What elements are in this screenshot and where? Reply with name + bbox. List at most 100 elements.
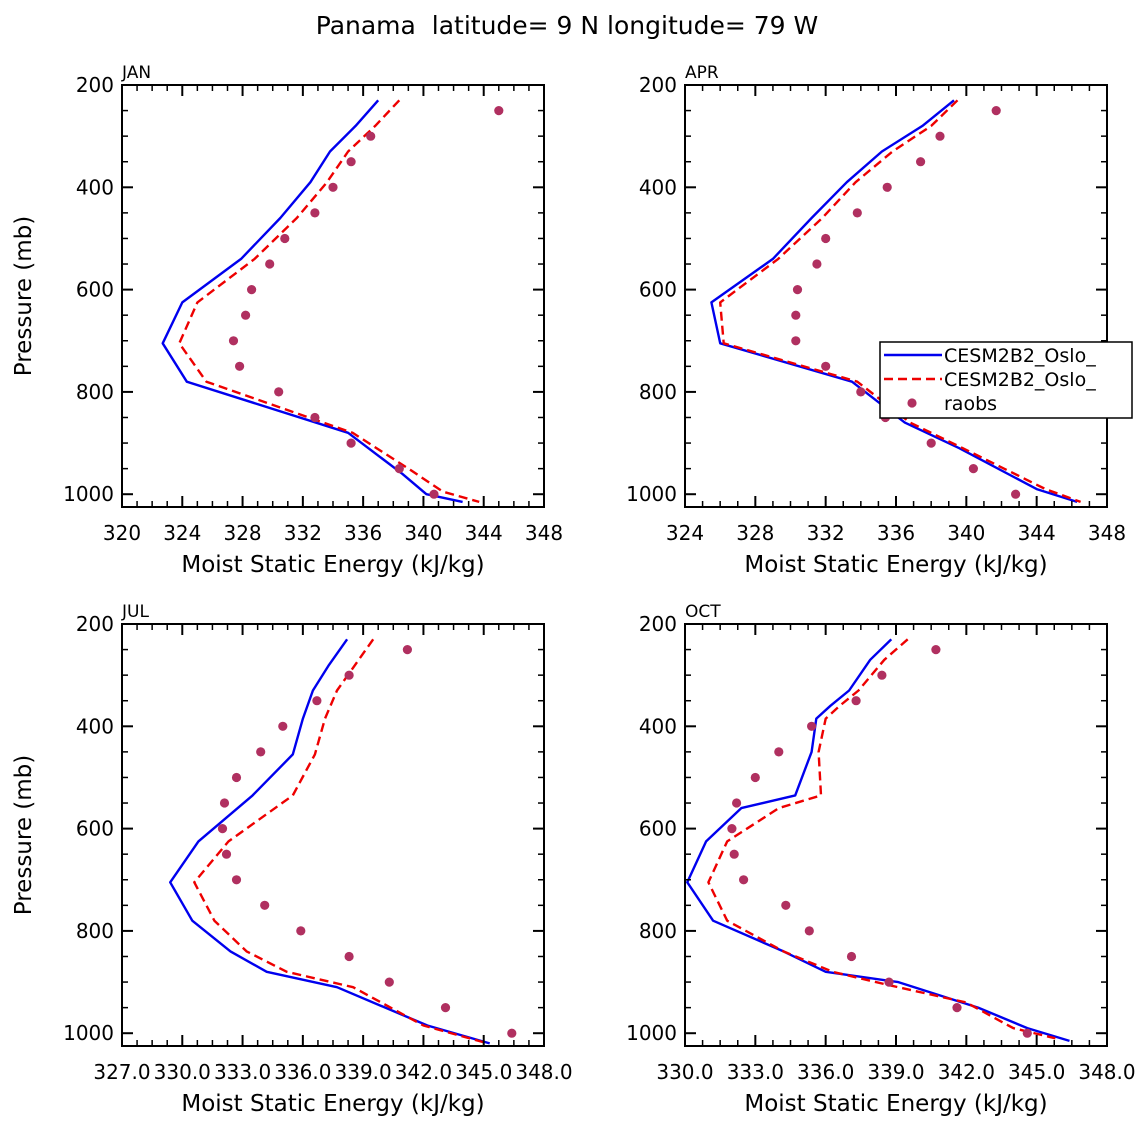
panel-label: APR: [685, 63, 719, 83]
x-tick-label: 320: [103, 521, 141, 545]
raobs-point: [991, 106, 1001, 116]
raobs-point: [727, 824, 737, 834]
y-tick-label: 1000: [626, 482, 677, 506]
raobs-point: [310, 208, 320, 218]
x-tick-label: 336: [344, 521, 382, 545]
x-tick-label: 333.0: [727, 1060, 784, 1084]
raobs-point: [344, 951, 354, 962]
x-tick-label: 330.0: [154, 1060, 211, 1084]
series-line-dashed: [707, 638, 1056, 1040]
legend-label: raobs: [944, 393, 997, 415]
x-tick-label: 336.0: [274, 1060, 331, 1084]
x-tick-label: 332: [284, 521, 322, 545]
series-line-solid: [710, 99, 1078, 504]
x-tick-label: 344: [1018, 521, 1056, 545]
raobs-point: [274, 387, 284, 397]
panel-apr: APR 324 328 332 336 340 344 348 200 400 600 800 1000…: [626, 63, 1133, 578]
raobs-point: [851, 696, 861, 706]
x-tick-label: 348: [1088, 521, 1126, 545]
y-tick-label: 1000: [626, 1021, 677, 1045]
raobs-point: [884, 977, 894, 987]
raobs-point: [1011, 489, 1021, 499]
y-tick-label: 400: [76, 714, 114, 738]
raobs-point: [344, 670, 354, 680]
legend-label: CESM2B2_Oslo_: [944, 369, 1096, 391]
raobs-point: [968, 464, 979, 474]
legend: CESM2B2_Oslo_CESM2B2_Oslo_raobs: [879, 341, 1133, 419]
y-tick-label: 200: [639, 612, 677, 636]
x-tick-label: 340: [404, 521, 442, 545]
raobs-point: [219, 798, 230, 808]
legend-marker: [907, 398, 917, 408]
x-tick-label: 336: [877, 521, 915, 545]
panel-label: JUL: [121, 602, 149, 622]
x-tick-label: 328: [223, 521, 261, 545]
raobs-point: [241, 310, 251, 320]
x-tick-label: 330.0: [656, 1060, 713, 1084]
x-tick-label: 345.0: [455, 1060, 512, 1084]
raobs-point: [231, 875, 242, 885]
x-tick-label: 324: [163, 521, 201, 545]
panel-jan: JAN 320 324 328 332 336 340 344 348 200 400 600 800 1…: [11, 63, 563, 578]
raobs-point: [812, 259, 822, 269]
raobs-point: [852, 208, 862, 218]
raobs-point: [952, 1003, 962, 1013]
raobs-point: [384, 977, 394, 987]
raobs-point: [926, 438, 936, 448]
panel-label: OCT: [685, 602, 721, 622]
raobs-point: [807, 721, 817, 731]
y-tick-label: 400: [639, 175, 677, 199]
raobs-point: [781, 900, 791, 910]
panel-jul: JUL 327.0 330.0 333.0 336.0 339.0 342.0 345.0 34…: [11, 602, 573, 1117]
series-line-dashed: [719, 99, 1082, 504]
raobs-point: [1022, 1028, 1032, 1038]
x-tick-label: 348.0: [515, 1060, 572, 1084]
raobs-point: [821, 361, 831, 371]
raobs-point: [265, 259, 275, 269]
x-tick-label: 336.0: [797, 1060, 854, 1084]
raobs-point: [916, 157, 926, 167]
y-tick-label: 400: [639, 714, 677, 738]
raobs-point: [882, 182, 892, 192]
x-tick-label: 327.0: [93, 1060, 150, 1084]
raobs-point: [856, 387, 866, 397]
series-line-solid: [161, 99, 463, 504]
series-line-dashed: [178, 99, 480, 504]
raobs-point: [280, 233, 290, 244]
y-tick-label: 1000: [63, 482, 114, 506]
x-tick-label: 328: [736, 521, 774, 545]
raobs-point: [739, 875, 749, 885]
raobs-point: [346, 438, 356, 448]
y-tick-label: 1000: [63, 1021, 114, 1045]
series-line-dashed: [193, 638, 489, 1045]
raobs-point: [256, 747, 266, 757]
y-tick-label: 600: [639, 278, 677, 302]
x-tick-label: 342.0: [938, 1060, 995, 1084]
raobs-point: [278, 721, 288, 731]
x-tick-label: 333.0: [214, 1060, 271, 1084]
y-tick-label: 600: [639, 817, 677, 841]
raobs-point: [296, 926, 306, 936]
figure-title: Panama latitude= 9 N longitude= 79 W: [316, 11, 818, 40]
x-tick-label: 324: [666, 521, 704, 545]
raobs-point: [394, 464, 404, 474]
raobs-point: [821, 233, 831, 244]
raobs-point: [804, 926, 814, 936]
raobs-point: [732, 798, 742, 808]
x-tick-label: 339.0: [335, 1060, 392, 1084]
x-tick-label: 348: [525, 521, 563, 545]
raobs-point: [260, 900, 270, 910]
raobs-point: [791, 336, 801, 346]
raobs-point: [402, 645, 412, 655]
x-axis-label: Moist Static Energy (kJ/kg): [744, 552, 1047, 578]
x-tick-label: 344: [465, 521, 503, 545]
y-tick-label: 600: [76, 278, 114, 302]
x-tick-label: 340: [947, 521, 985, 545]
x-axis-label: Moist Static Energy (kJ/kg): [181, 1091, 484, 1117]
y-tick-label: 200: [639, 73, 677, 97]
x-tick-label: 345.0: [1008, 1060, 1065, 1084]
y-tick-label: 800: [76, 919, 114, 943]
series-line-solid: [686, 638, 1070, 1043]
raobs-point: [217, 824, 228, 834]
